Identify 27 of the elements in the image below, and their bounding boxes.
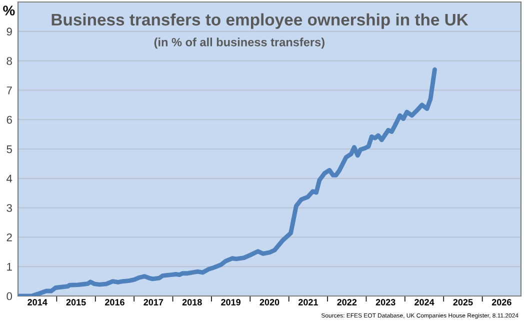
x-tick-label: 2014 xyxy=(28,299,48,306)
text: Business transfers to employee ownership in the UK xyxy=(52,13,468,29)
y-tick-label: 3 xyxy=(6,204,12,212)
y-tick-label: 8 xyxy=(6,57,12,65)
x-tick-label: 2017 xyxy=(144,299,164,306)
x-tick-label: 2022 xyxy=(337,299,357,306)
x-tick-label: 2026 xyxy=(492,299,512,306)
x-tick-label: 2018 xyxy=(182,299,202,306)
y-tick-label: 0 xyxy=(6,292,12,300)
x-tick-label: 2020 xyxy=(260,299,280,306)
line-series xyxy=(18,67,437,296)
y-tick-label: 1 xyxy=(7,262,12,271)
x-tick-label: 2016 xyxy=(105,299,124,306)
x-tick-label: 2015 xyxy=(66,299,86,306)
y-tick-label: 2 xyxy=(6,233,12,242)
x-tick-label: 2023 xyxy=(376,299,396,306)
text: (in % of all business transfers) xyxy=(154,38,324,49)
y-tick-label: 9 xyxy=(6,28,12,36)
y-tick-label: 7 xyxy=(6,86,12,94)
x-tick-label: 2021 xyxy=(298,299,318,306)
x-tick-label: 2019 xyxy=(221,299,241,306)
x-tick-label: 2024 xyxy=(414,299,434,306)
y-tick-label: 4 xyxy=(6,174,12,182)
y-axis-title: % xyxy=(3,6,15,16)
y-tick-label: 6 xyxy=(6,116,12,124)
x-tick-label: 2025 xyxy=(453,299,473,306)
y-tick-label: 5 xyxy=(6,145,12,154)
